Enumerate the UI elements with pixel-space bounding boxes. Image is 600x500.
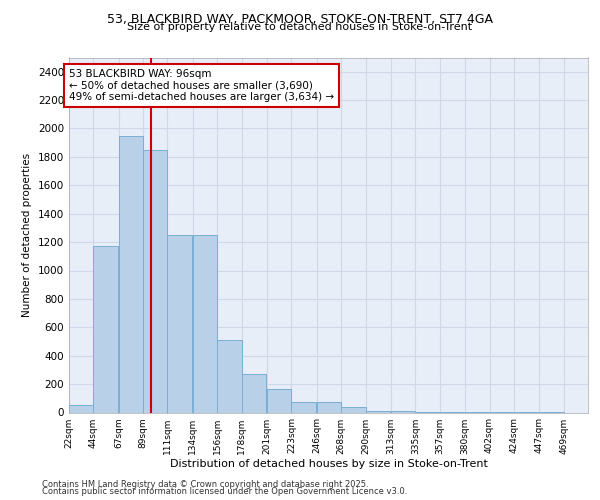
Bar <box>69 406 94 412</box>
Text: 53, BLACKBIRD WAY, PACKMOOR, STOKE-ON-TRENT, ST7 4GA: 53, BLACKBIRD WAY, PACKMOOR, STOKE-ON-TR… <box>107 12 493 26</box>
Bar <box>242 374 266 412</box>
Bar <box>365 411 390 412</box>
Bar <box>167 235 192 412</box>
Text: 53 BLACKBIRD WAY: 96sqm
← 50% of detached houses are smaller (3,690)
49% of semi: 53 BLACKBIRD WAY: 96sqm ← 50% of detache… <box>69 69 334 102</box>
X-axis label: Distribution of detached houses by size in Stoke-on-Trent: Distribution of detached houses by size … <box>170 460 487 469</box>
Bar <box>267 389 292 412</box>
Y-axis label: Number of detached properties: Number of detached properties <box>22 153 32 317</box>
Bar <box>391 411 415 412</box>
Bar <box>341 407 365 412</box>
Text: Contains HM Land Registry data © Crown copyright and database right 2025.: Contains HM Land Registry data © Crown c… <box>42 480 368 489</box>
Text: Size of property relative to detached houses in Stoke-on-Trent: Size of property relative to detached ho… <box>127 22 473 32</box>
Bar <box>292 402 316 412</box>
Bar <box>317 402 341 412</box>
Bar <box>217 340 242 412</box>
Bar <box>143 150 167 412</box>
Text: Contains public sector information licensed under the Open Government Licence v3: Contains public sector information licen… <box>42 487 407 496</box>
Bar <box>119 136 143 412</box>
Bar <box>94 246 118 412</box>
Bar <box>193 235 217 412</box>
